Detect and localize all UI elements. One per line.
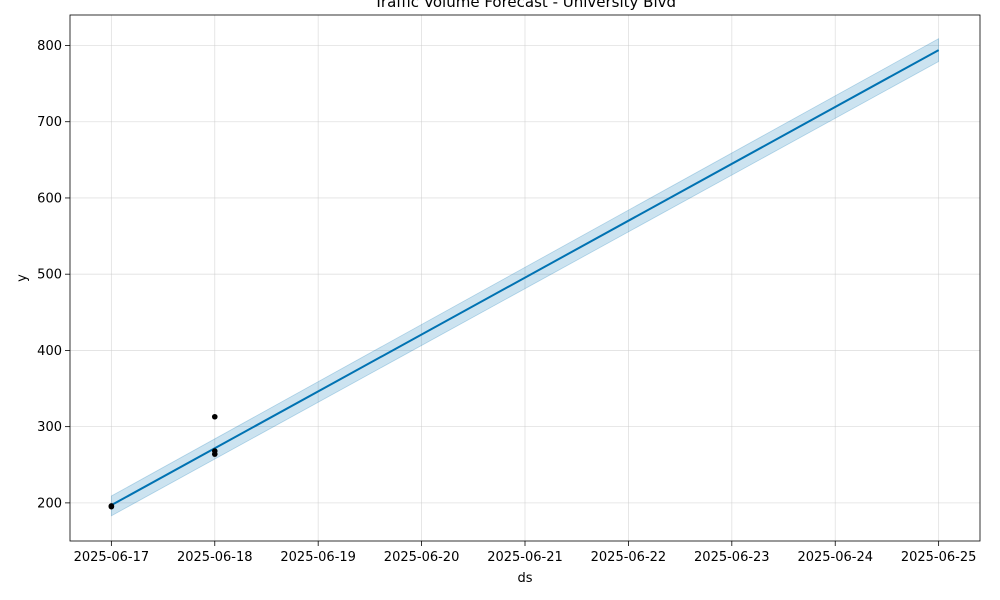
x-tick-label: 2025-06-25 [901,550,977,565]
x-tick-label: 2025-06-23 [694,550,770,565]
y-axis-title: y [15,274,30,282]
y-tick-label: 400 [37,344,62,359]
y-tick-label: 800 [37,39,62,54]
x-axis-title: ds [517,571,532,586]
forecast-line [110,49,940,507]
observed-point [211,451,218,457]
y-tick-label: 500 [37,268,62,283]
observed-point [211,413,218,420]
x-tick-label: 2025-06-22 [591,550,667,565]
x-tick-label: 2025-06-19 [280,550,356,565]
x-axis-ticks: 2025-06-17 2025-06-18 2025-06-19 2025-06-20… [74,541,977,565]
y-tick-label: 700 [37,115,62,130]
grid-lines [70,15,980,541]
x-tick-label: 2025-06-18 [177,550,253,565]
x-tick-label: 2025-06-20 [384,550,460,565]
x-tick-label: 2025-06-24 [797,550,873,565]
forecast-line-layer [110,49,940,507]
observed-points-layer [108,413,218,510]
y-tick-label: 300 [37,420,62,435]
y-tick-label: 200 [37,496,62,511]
observed-point [108,503,115,510]
chart-title: Traffic Volume Forecast - University Blv… [373,0,676,11]
y-axis-ticks: 200 300 400 500 600 700 800 [37,39,70,511]
x-tick-label: 2025-06-17 [74,550,150,565]
y-tick-label: 600 [37,191,62,206]
x-tick-label: 2025-06-21 [487,550,563,565]
